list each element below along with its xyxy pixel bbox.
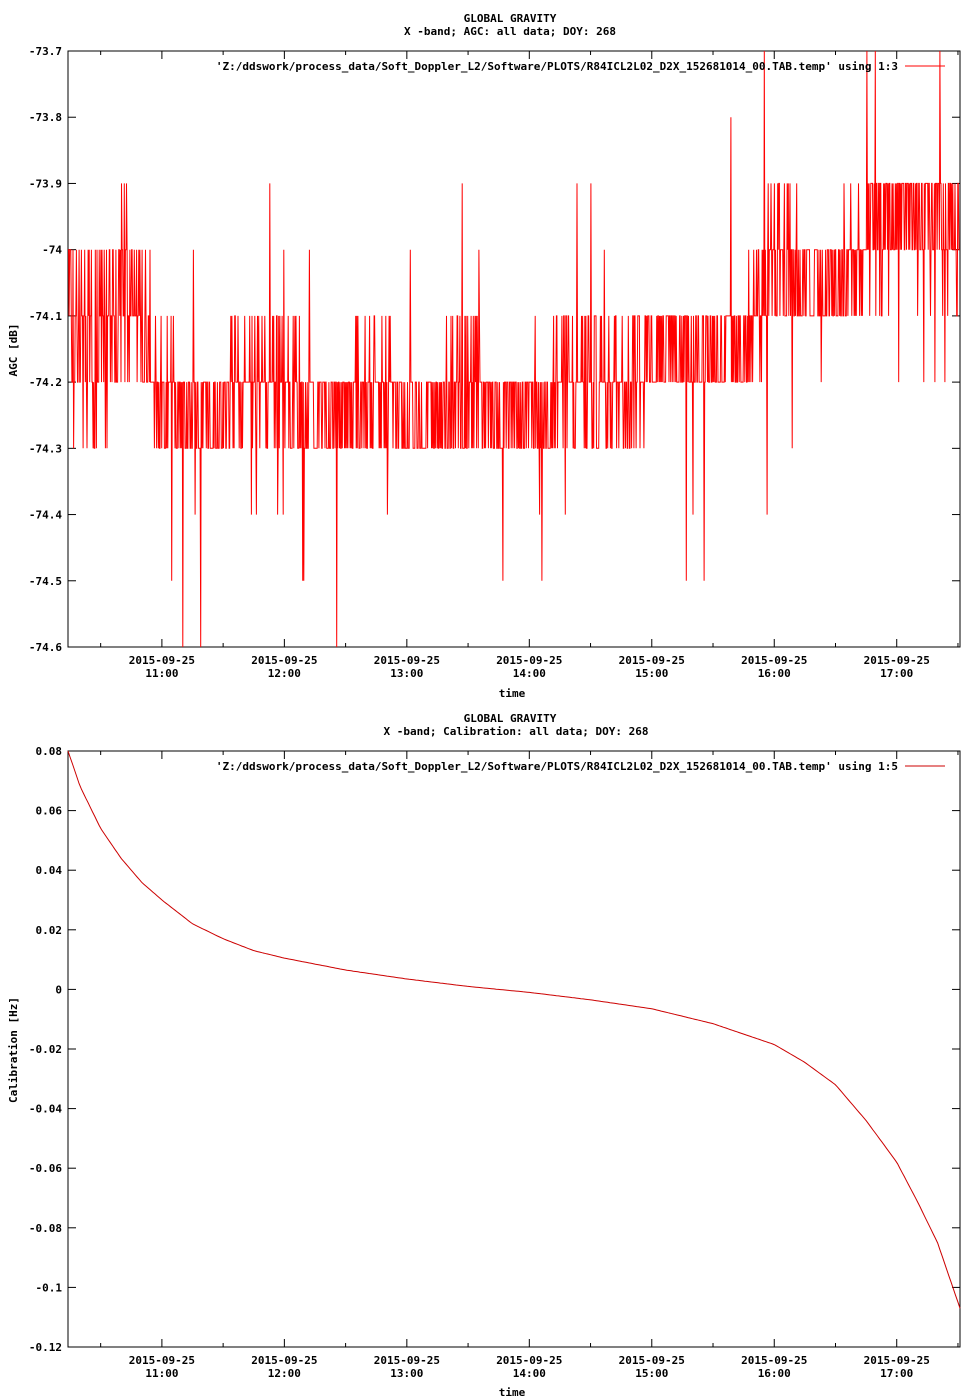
calibration-plot-frame xyxy=(67,750,961,1348)
calibration-y-tick-label: 0.04 xyxy=(36,864,63,877)
agc-y-tick-label: -74.6 xyxy=(29,641,62,654)
agc-y-tick-label: -73.8 xyxy=(29,111,62,124)
agc-x-tick-time: 15:00 xyxy=(635,667,668,680)
agc-chart-subtitle: X -band; AGC: all data; DOY: 268 xyxy=(404,25,616,38)
agc-x-tick-time: 13:00 xyxy=(390,667,423,680)
calibration-x-tick-date: 2015-09-25 xyxy=(619,1354,685,1367)
agc-y-tick-label: -74.5 xyxy=(29,575,62,588)
agc-plot-frame xyxy=(67,50,961,648)
calibration-y-tick-label: -0.08 xyxy=(29,1222,62,1235)
calibration-x-tick-time: 15:00 xyxy=(635,1367,668,1380)
calibration-y-tick-label: 0.08 xyxy=(36,745,63,758)
calibration-x-tick-time: 17:00 xyxy=(880,1367,913,1380)
calibration-x-tick-time: 13:00 xyxy=(390,1367,423,1380)
agc-chart-title: GLOBAL GRAVITY xyxy=(464,12,557,25)
agc-x-tick-time: 12:00 xyxy=(268,667,301,680)
agc-series-line xyxy=(68,50,960,648)
calibration-x-tick-date: 2015-09-25 xyxy=(864,1354,930,1367)
calibration-y-tick-label: 0 xyxy=(55,983,62,996)
agc-y-tick-label: -74.3 xyxy=(29,442,62,455)
agc-y-axis-label: AGC [dB] xyxy=(7,324,20,377)
agc-x-tick-date: 2015-09-25 xyxy=(864,654,930,667)
calibration-chart: GLOBAL GRAVITY X -band; Calibration: all… xyxy=(7,712,961,1399)
agc-x-tick-date: 2015-09-25 xyxy=(251,654,317,667)
calibration-y-tick-label: -0.04 xyxy=(29,1103,62,1116)
agc-x-tick-time: 16:00 xyxy=(758,667,791,680)
calibration-y-tick-label: 0.06 xyxy=(36,805,63,818)
agc-y-tick-label: -74.4 xyxy=(29,509,62,522)
agc-x-axis-label: time xyxy=(499,687,526,700)
calibration-series-line xyxy=(67,750,961,1309)
calibration-x-tick-date: 2015-09-25 xyxy=(741,1354,807,1367)
calibration-x-tick-date: 2015-09-25 xyxy=(251,1354,317,1367)
agc-y-tick-label: -73.7 xyxy=(29,45,62,58)
agc-y-tick-label: -73.9 xyxy=(29,177,62,190)
calibration-y-tick-label: -0.12 xyxy=(29,1341,62,1354)
calibration-x-tick-time: 16:00 xyxy=(758,1367,791,1380)
agc-y-tick-label: -74 xyxy=(42,244,62,257)
calibration-chart-title: GLOBAL GRAVITY xyxy=(464,712,557,725)
agc-x-tick-date: 2015-09-25 xyxy=(741,654,807,667)
calibration-y-axis-label: Calibration [Hz] xyxy=(7,997,20,1103)
calibration-x-tick-time: 12:00 xyxy=(268,1367,301,1380)
calibration-x-tick-date: 2015-09-25 xyxy=(496,1354,562,1367)
calibration-chart-subtitle: X -band; Calibration: all data; DOY: 268 xyxy=(384,725,649,738)
agc-chart: GLOBAL GRAVITY X -band; AGC: all data; D… xyxy=(7,12,961,700)
agc-x-tick-time: 14:00 xyxy=(513,667,546,680)
calibration-y-tick-label: 0.02 xyxy=(36,924,63,937)
calibration-y-tick-label: -0.02 xyxy=(29,1043,62,1056)
agc-x-tick-date: 2015-09-25 xyxy=(619,654,685,667)
agc-y-tick-label: -74.1 xyxy=(29,310,62,323)
calibration-x-tick-date: 2015-09-25 xyxy=(129,1354,195,1367)
agc-x-tick-date: 2015-09-25 xyxy=(496,654,562,667)
agc-y-tick-label: -74.2 xyxy=(29,376,62,389)
calibration-legend-label: 'Z:/ddswork/process_data/Soft_Doppler_L2… xyxy=(216,760,898,773)
agc-x-tick-date: 2015-09-25 xyxy=(129,654,195,667)
calibration-y-tick-label: -0.1 xyxy=(36,1281,63,1294)
calibration-x-axis-label: time xyxy=(499,1386,526,1399)
agc-legend-label: 'Z:/ddswork/process_data/Soft_Doppler_L2… xyxy=(216,60,898,73)
calibration-x-tick-time: 14:00 xyxy=(513,1367,546,1380)
agc-x-tick-time: 11:00 xyxy=(145,667,178,680)
agc-x-tick-date: 2015-09-25 xyxy=(374,654,440,667)
agc-x-tick-time: 17:00 xyxy=(880,667,913,680)
calibration-y-tick-label: -0.06 xyxy=(29,1162,62,1175)
calibration-x-tick-time: 11:00 xyxy=(145,1367,178,1380)
calibration-x-tick-date: 2015-09-25 xyxy=(374,1354,440,1367)
